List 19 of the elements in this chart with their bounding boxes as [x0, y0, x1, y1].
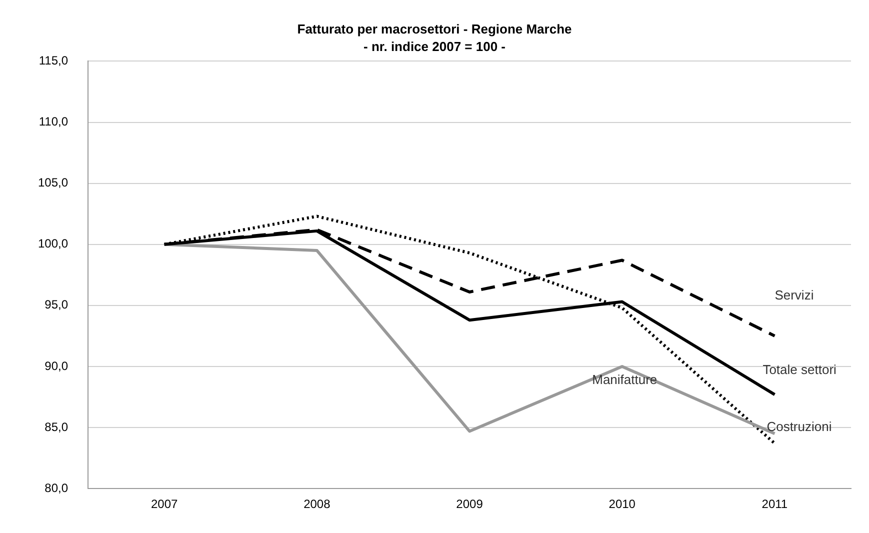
y-tick-label: 110,0	[38, 114, 68, 129]
y-tick-label: 115,0	[38, 54, 68, 68]
series-label: Manifatture	[592, 372, 658, 388]
x-tick-label: 2010	[608, 497, 636, 512]
series-label: Totale settori	[762, 362, 837, 378]
y-tick-label: 80,0	[44, 480, 68, 495]
y-tick-label: 95,0	[44, 298, 68, 312]
y-tick-label: 100,0	[38, 236, 68, 251]
chart-title: Fatturato per macrosettori - Regione Marche	[297, 21, 572, 36]
x-tick-label: 2008	[304, 497, 331, 512]
x-tick-label: 2011	[762, 497, 788, 512]
text: Servizi	[774, 288, 814, 303]
y-tick-label: 105,0	[38, 176, 68, 190]
y-tick-label: 90,0	[44, 358, 68, 373]
chart-subtitle: - nr. indice 2007 = 100 -	[364, 38, 506, 54]
y-tick-label: 85,0	[44, 420, 68, 434]
series-label: Costruzioni	[766, 418, 832, 434]
x-tick-label: 2009	[456, 497, 484, 512]
x-tick-label: 2007	[150, 497, 178, 512]
